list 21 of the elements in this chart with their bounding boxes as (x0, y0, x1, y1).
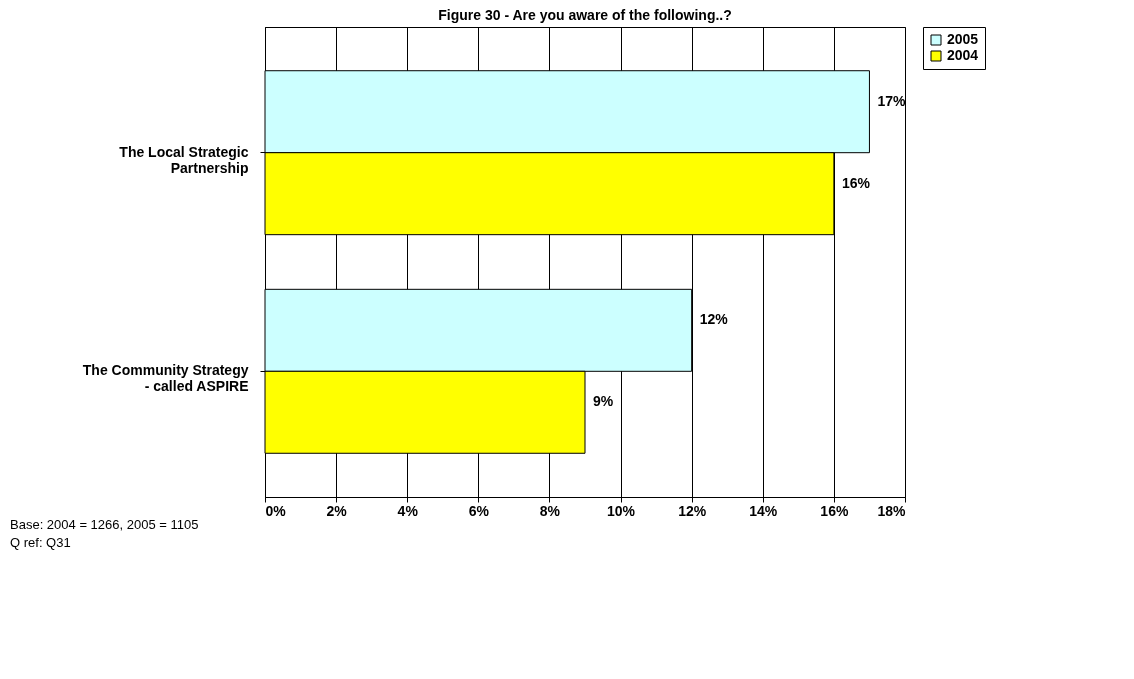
x-tick-label: 18% (877, 502, 907, 519)
y-tick-label: The Community Strategy - called ASPIRE (82, 362, 249, 395)
x-tick-label: 2% (326, 502, 348, 519)
x-tick-label: 4% (397, 502, 419, 519)
text: Q ref: Q31 (10, 535, 71, 550)
x-tick-label: 16% (820, 502, 849, 519)
legend-label: 2005 (947, 31, 979, 47)
data-label: 17% (877, 92, 907, 109)
data-label: 9% (593, 393, 614, 410)
legend-label: 2004 (947, 47, 979, 63)
text: Base: 2004 = 1266, 2005 = 1105 (10, 517, 199, 532)
data-label: 12% (699, 311, 729, 328)
chart-title: Figure 30 - Are you aware of the following..? (438, 6, 732, 23)
x-tick-label: 8% (539, 502, 561, 519)
x-tick-label: 6% (468, 502, 490, 519)
x-tick-label: 12% (678, 502, 707, 519)
x-tick-label: 10% (607, 502, 636, 519)
x-tick-label: 0% (265, 502, 287, 519)
x-tick-label: 14% (749, 502, 778, 519)
y-tick-label: The Local Strategic Partnership (119, 143, 249, 176)
data-label: 16% (841, 174, 871, 191)
